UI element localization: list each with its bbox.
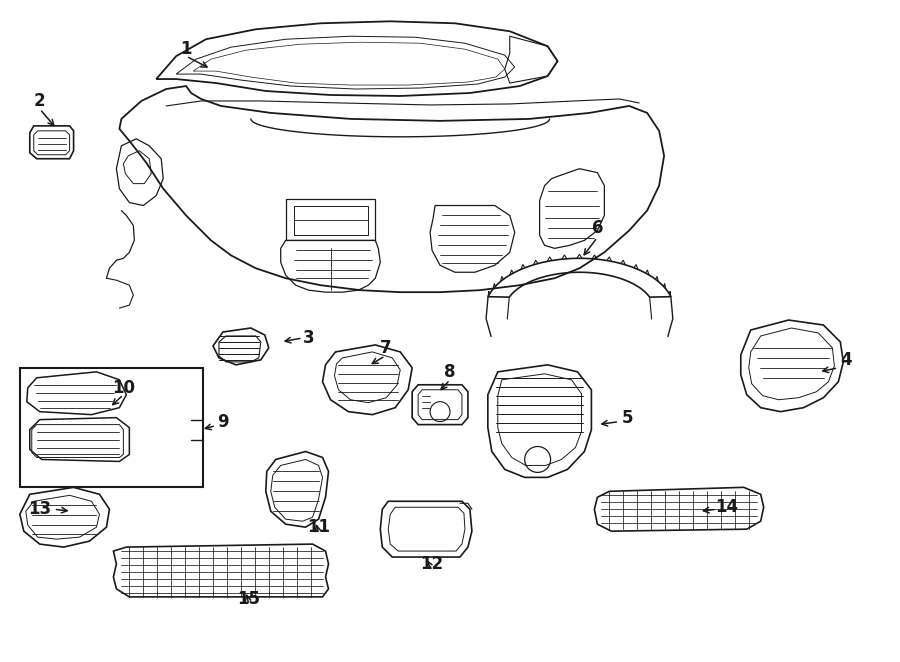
Text: 6: 6	[591, 219, 603, 238]
Text: 1: 1	[180, 40, 192, 58]
Text: 3: 3	[302, 329, 314, 347]
Text: 9: 9	[217, 412, 229, 430]
Text: 2: 2	[34, 92, 46, 110]
Text: 11: 11	[307, 518, 330, 536]
Text: 10: 10	[112, 379, 135, 397]
Text: 12: 12	[420, 555, 444, 573]
Text: 13: 13	[28, 500, 51, 518]
Text: 15: 15	[238, 590, 260, 608]
Text: 5: 5	[622, 408, 633, 426]
Text: 7: 7	[380, 339, 392, 357]
Text: 14: 14	[716, 498, 738, 516]
Text: 8: 8	[445, 363, 455, 381]
Text: 4: 4	[841, 351, 852, 369]
